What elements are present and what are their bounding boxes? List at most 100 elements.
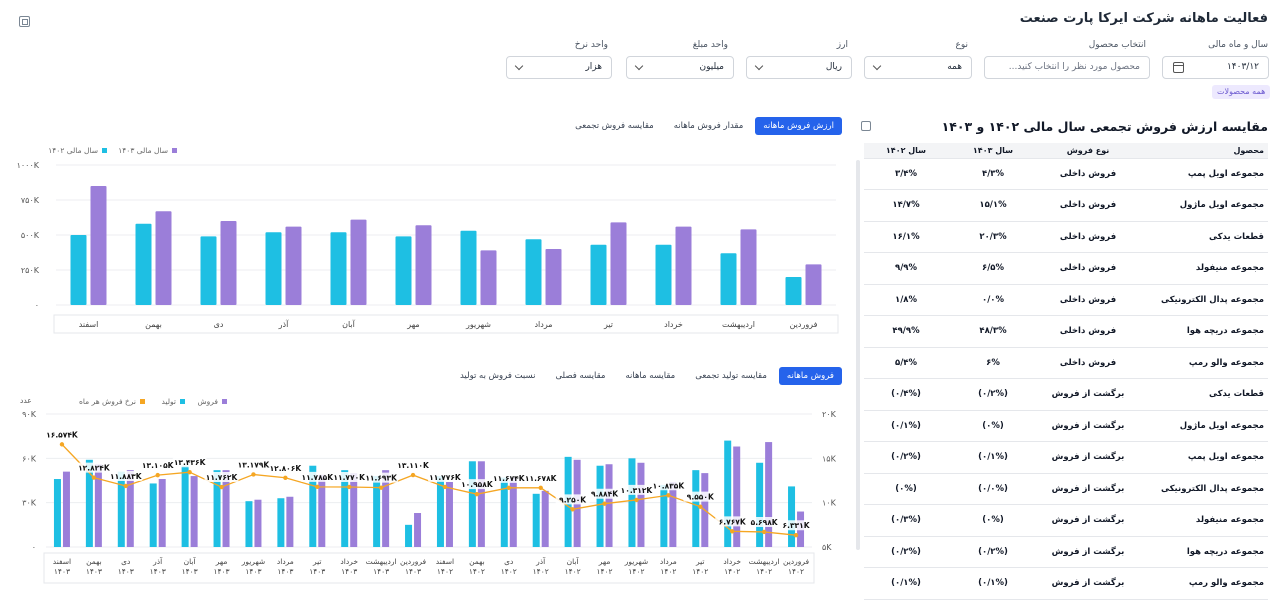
amount-unit-select[interactable]: میلیون [626, 56, 734, 79]
rate-label-bg [268, 462, 303, 473]
tab-monthly-sales-value[interactable]: ارزش فروش ماهانه [755, 117, 842, 135]
tab-cumulative-sales[interactable]: مقایسه فروش تجمعی [575, 121, 654, 131]
tab-monthly-sales[interactable]: فروش ماهانه [778, 367, 842, 385]
x-tick-label: آذر [278, 319, 289, 329]
x-tick-label: خرداد ۱۴۰۳ [340, 557, 358, 576]
rate-data-label: ۱۰.۹۵۸K [461, 480, 494, 489]
tab-sales-production-ratio[interactable]: نسبت فروش به تولید [459, 371, 536, 381]
tab-monthly-sales-quantity[interactable]: مقدار فروش ماهانه [673, 121, 744, 131]
rate-data-label: ۱۳.۴۳۶K [174, 458, 207, 467]
bar-production [181, 465, 189, 547]
bar-1402 [525, 239, 542, 305]
bar-1402 [460, 230, 477, 305]
currency-select[interactable]: ریال [746, 56, 852, 79]
x-axis-scrollbar [53, 314, 839, 334]
rate-point [730, 529, 735, 534]
bar-production [309, 465, 317, 547]
table-row: مجموعه والو رمپ فروش داخلی ۶% ۵/۴% [864, 347, 1268, 379]
cell-1402: ۴۹/۹% [864, 315, 948, 348]
cell-product: مجموعه دریچه هوا [1138, 315, 1268, 348]
tab-seasonal-comparison[interactable]: مقایسه فصلی [555, 371, 606, 381]
rate-label-bg [204, 472, 239, 483]
table-scrollbar[interactable] [856, 160, 860, 550]
x-tick-label: مرداد [534, 320, 552, 329]
rate-data-label: ۱۳.۱۰۵K [142, 461, 175, 470]
header-sale-type[interactable]: نوع فروش [1038, 143, 1138, 159]
bar-production [692, 470, 700, 547]
y-tick-label: ۵۰۰K [21, 231, 40, 240]
rate-label-bg [523, 472, 558, 483]
tab-cumulative-production[interactable]: مقایسه تولید تجمعی [695, 371, 767, 381]
year-month-picker[interactable]: ۱۴۰۳/۱۲ [1162, 56, 1269, 79]
x-tick-label: شهریور ۱۴۰۳ [241, 557, 265, 576]
rate-data-label: ۱۳.۱۱۰K [397, 461, 430, 470]
cell-1403: ۴۸/۳% [948, 315, 1038, 348]
cell-1402: ۱۴/۷% [864, 189, 948, 222]
rate-point [187, 470, 192, 475]
bar-sales [222, 470, 230, 547]
calendar-icon [1173, 62, 1184, 73]
header-product[interactable]: محصول [1138, 143, 1268, 159]
rate-point [602, 501, 607, 506]
header-year-1403[interactable]: سال ۱۴۰۳ [948, 143, 1038, 159]
cell-sale-type: فروش داخلی [1038, 315, 1138, 348]
rate-unit-label: واحد نرخ [574, 40, 608, 50]
bar-1402 [590, 244, 607, 305]
production-tabs: فروش ماهانه مقایسه تولید تجمعی مقایسه ما… [452, 367, 842, 385]
cell-1403: (۰%) [948, 410, 1038, 442]
product-select[interactable]: محصول مورد نظر را انتخاب کنید... [984, 56, 1150, 79]
bar-1403 [805, 264, 822, 305]
rate-point [506, 485, 511, 491]
rate-label-bg [587, 488, 622, 499]
amount-unit-value: میلیون [699, 62, 725, 72]
type-value: همه [947, 62, 962, 72]
table-row: مجموعه اویل پمپ برگشت از فروش (۰/۱%) (۰/۲%) [864, 441, 1268, 474]
bar-1403 [155, 211, 172, 305]
cell-product: مجموعه والو رمپ [1138, 347, 1268, 379]
x-tick-label: فروردین ۱۴۰۳ [400, 557, 427, 576]
type-select[interactable]: همه [864, 56, 972, 79]
rate-label-bg [332, 471, 367, 482]
cell-1402: ۱۶/۱% [864, 221, 948, 253]
rate-label-bg [715, 516, 750, 527]
export-icon[interactable] [19, 16, 30, 27]
y-left-tick-label: ۰ [32, 543, 36, 552]
cell-sale-type: فروش داخلی [1038, 158, 1138, 190]
x-tick-label: شهریور [465, 320, 491, 329]
x-tick-label: اسفند [79, 320, 99, 329]
x-tick-label: مهر ۱۴۰۲ [596, 557, 612, 576]
y-right-tick-label: ۵K [822, 543, 832, 552]
rate-point [219, 484, 224, 490]
x-tick-label: اردیبهشت ۱۴۰۲ [749, 557, 780, 576]
rate-unit-select[interactable]: هزار [506, 56, 612, 79]
rate-data-label: ۱۱.۷۷۶K [429, 473, 462, 482]
bar-production [628, 458, 636, 547]
tab-monthly-comparison[interactable]: مقایسه ماهانه [625, 371, 676, 381]
rate-point [474, 491, 480, 497]
rate-label-bg [236, 459, 271, 470]
all-products-tag[interactable]: همه محصولات [1212, 85, 1271, 99]
rate-label-bg [555, 494, 590, 505]
x-tick-label: تیر ۱۴۰۲ [692, 557, 708, 576]
rate-data-label: ۱۰.۸۳۵K [653, 481, 686, 490]
legend-label-sales: فروش [197, 397, 218, 406]
cell-sale-type: برگشت از فروش [1038, 536, 1138, 568]
x-tick-label: دی ۱۴۰۳ [118, 557, 134, 576]
bar-1402 [330, 232, 347, 305]
rate-label-bg [651, 480, 686, 491]
cell-sale-type: برگشت از فروش [1038, 567, 1138, 600]
legend-swatch-sales [222, 399, 227, 404]
rate-data-label: ۹.۵۵۰K [687, 493, 715, 502]
x-tick-label: دی [214, 320, 224, 329]
rate-label-bg [747, 516, 782, 527]
table-row: مجموعه دریچه هوا برگشت از فروش (۰/۲%) (۰/۲%… [864, 536, 1268, 568]
cell-1402: (۰/۳%) [864, 504, 948, 537]
bar-production [500, 477, 508, 547]
header-year-1402[interactable]: سال ۱۴۰۲ [864, 143, 948, 159]
cell-sale-type: فروش داخلی [1038, 189, 1138, 222]
legend-label-production: تولید [162, 397, 176, 406]
bar-1403 [350, 219, 367, 305]
export-icon[interactable] [861, 121, 871, 131]
rate-label-bg [779, 520, 814, 531]
x-tick-label: آبان [342, 319, 356, 329]
